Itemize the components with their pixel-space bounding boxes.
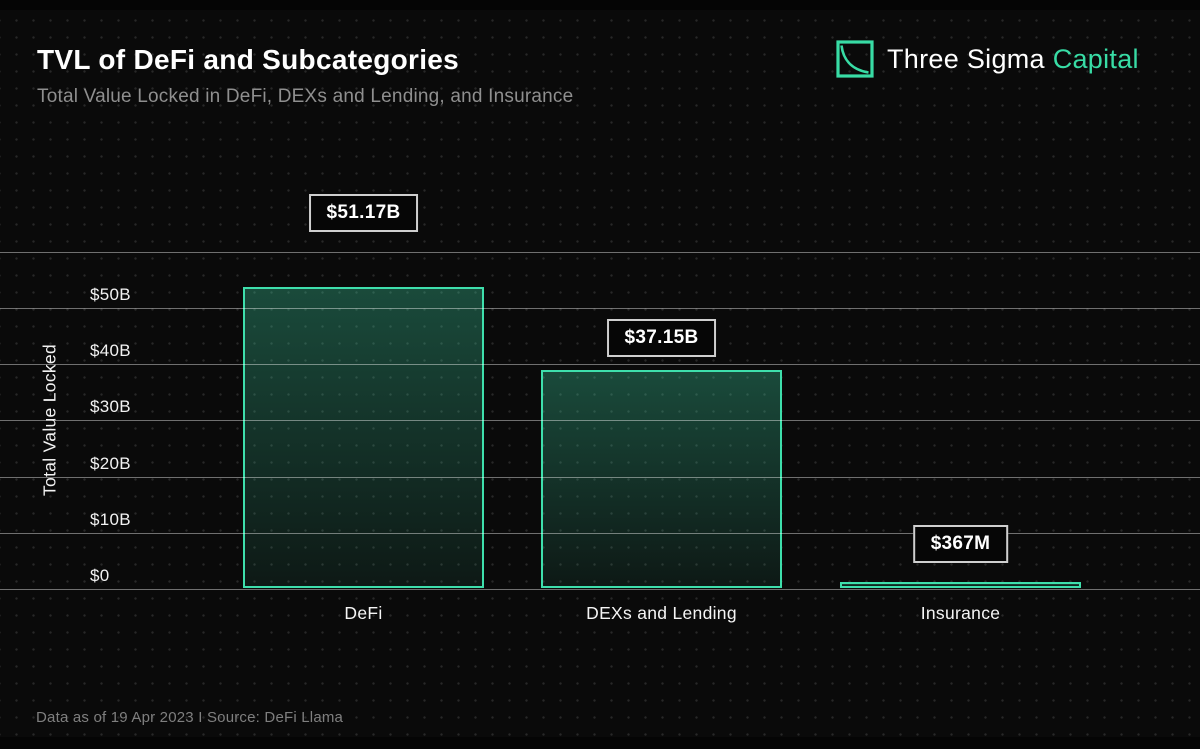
- decay-curve-square-icon: [836, 40, 874, 78]
- bar-dexs-and-lending: [541, 369, 782, 588]
- x-category-label: Insurance: [920, 603, 1001, 623]
- brand-name: Three Sigma Capital: [887, 44, 1139, 75]
- page-title: TVL of DeFi and Subcategories: [37, 44, 460, 75]
- gridline: [0, 532, 1200, 534]
- bar-insurance: [840, 582, 1081, 588]
- y-tick-label: $40B: [90, 341, 131, 361]
- y-tick-label: $30B: [90, 397, 131, 417]
- brand-name-primary: Three Sigma: [887, 43, 1045, 74]
- y-tick-label: $20B: [90, 453, 131, 473]
- bottom-edge-strip: [0, 737, 1200, 749]
- page-subtitle: Total Value Locked in DeFi, DEXs and Len…: [37, 86, 574, 107]
- bar-defi: [243, 287, 484, 588]
- gridline: [0, 251, 1200, 253]
- gridline: [0, 476, 1200, 478]
- y-axis-title: Total Value Locked: [39, 344, 60, 496]
- y-tick-label: $0: [90, 566, 110, 585]
- bar-value-callout: $51.17B: [308, 194, 419, 233]
- top-edge-strip: [0, 0, 1200, 10]
- x-category-label: DeFi: [344, 603, 383, 623]
- y-tick-label: $50B: [90, 285, 131, 304]
- x-category-label: DEXs and Lending: [586, 603, 737, 623]
- y-tick-label: $10B: [90, 509, 131, 529]
- gridline: [0, 308, 1200, 309]
- gridline: [0, 364, 1200, 366]
- source-note: Data as of 19 Apr 2023 I Source: DeFi Ll…: [36, 709, 344, 726]
- bar-value-callout: $367M: [912, 525, 1009, 563]
- bar-value-callout: $37.15B: [606, 318, 717, 357]
- gridline: [0, 420, 1200, 422]
- brand-name-accent: Capital: [1052, 43, 1139, 74]
- brand-logo: Three Sigma Capital: [836, 38, 1139, 80]
- gridline: [0, 589, 1200, 590]
